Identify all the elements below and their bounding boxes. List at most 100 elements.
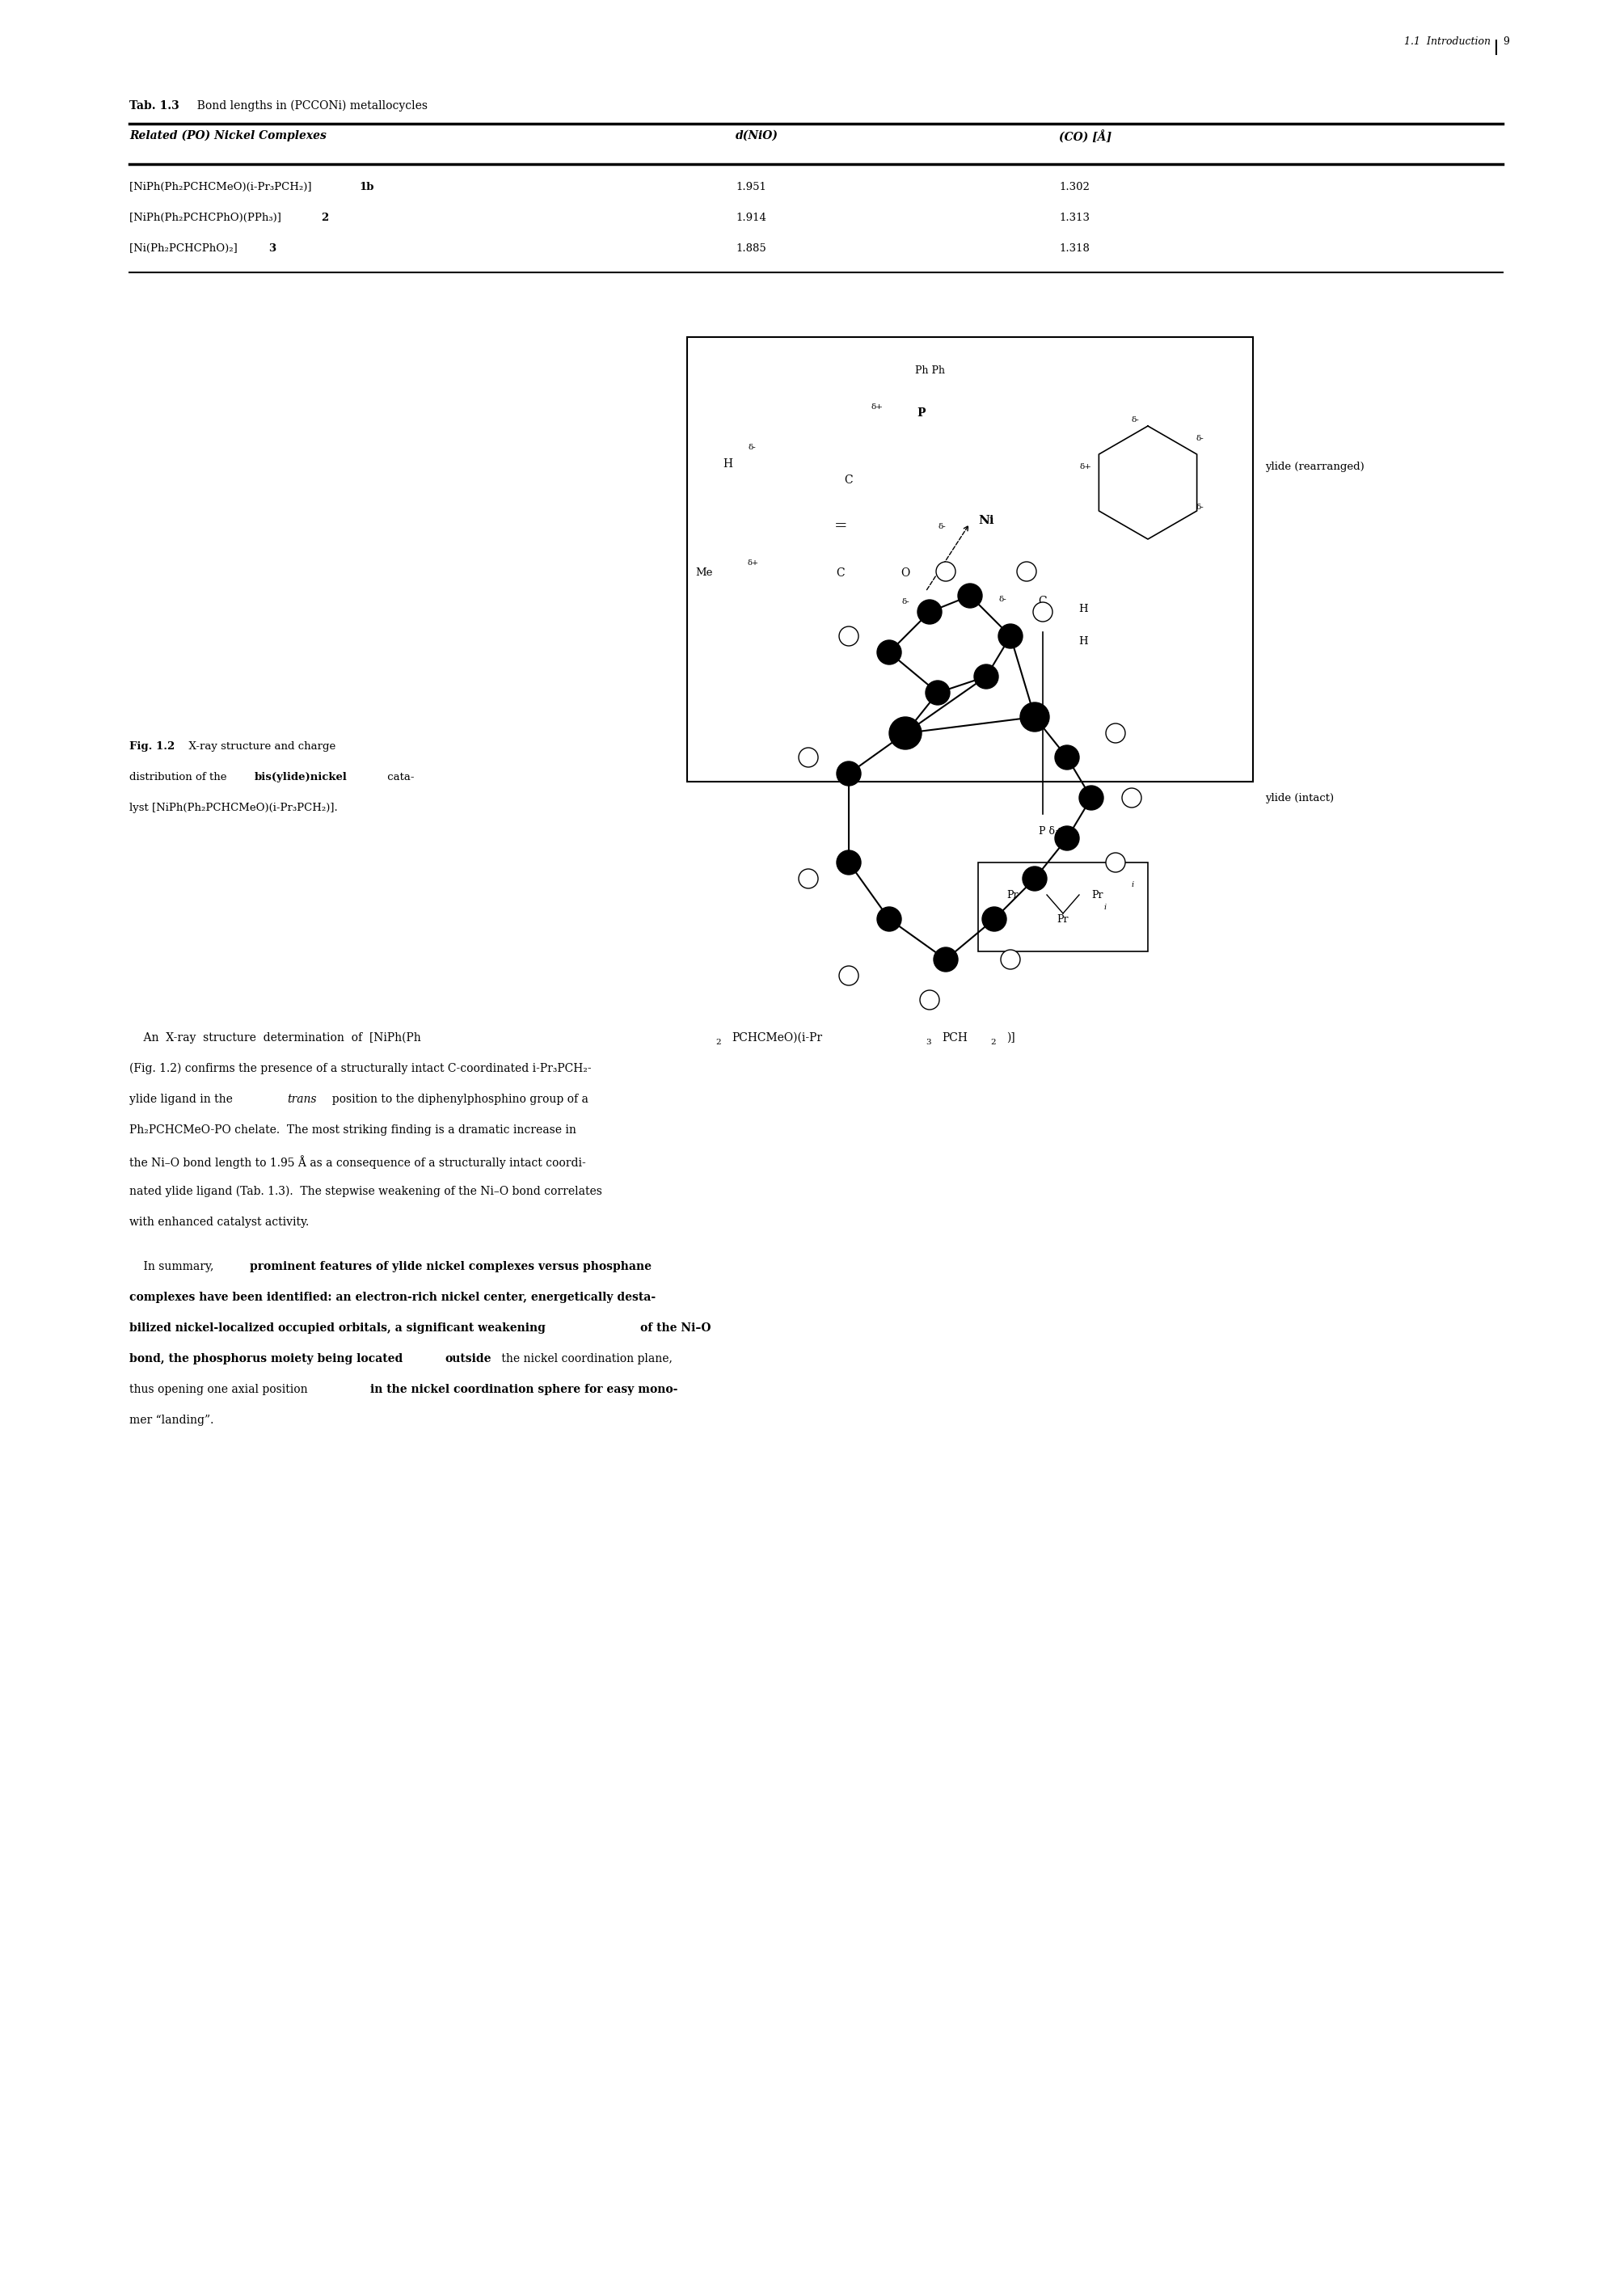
Text: the nickel coordination plane,: the nickel coordination plane, bbox=[497, 1353, 672, 1365]
Text: )]: )] bbox=[1007, 1033, 1015, 1044]
Bar bbox=[978, 863, 1148, 950]
Text: cata-: cata- bbox=[383, 772, 414, 783]
Text: =: = bbox=[835, 520, 848, 534]
Circle shape bbox=[974, 664, 999, 689]
Text: 1b: 1b bbox=[359, 181, 374, 192]
Text: δ-: δ- bbox=[1197, 504, 1205, 511]
Text: thus opening one axial position: thus opening one axial position bbox=[130, 1383, 312, 1395]
Text: H: H bbox=[1078, 637, 1088, 646]
Text: (Fig. 1.2) confirms the presence of a structurally intact C-coordinated i-Pr₃PCH: (Fig. 1.2) confirms the presence of a st… bbox=[130, 1063, 591, 1074]
Text: i: i bbox=[1132, 882, 1134, 889]
Text: nated ylide ligand (Tab. 1.3).  The stepwise weakening of the Ni–O bond correlat: nated ylide ligand (Tab. 1.3). The stepw… bbox=[130, 1186, 603, 1198]
Circle shape bbox=[926, 680, 950, 705]
Circle shape bbox=[935, 561, 955, 582]
Circle shape bbox=[999, 625, 1023, 648]
Text: C: C bbox=[836, 568, 844, 579]
Text: in the nickel coordination sphere for easy mono-: in the nickel coordination sphere for ea… bbox=[370, 1383, 677, 1395]
Circle shape bbox=[890, 717, 921, 749]
Circle shape bbox=[1106, 852, 1125, 872]
Text: C: C bbox=[1038, 595, 1047, 607]
Text: Ph₂PCHCMeO-PO chelate.  The most striking finding is a dramatic increase in: Ph₂PCHCMeO-PO chelate. The most striking… bbox=[130, 1124, 577, 1136]
Text: bilized nickel-localized occupied orbitals, a significant weakening: bilized nickel-localized occupied orbita… bbox=[130, 1321, 549, 1333]
Circle shape bbox=[1056, 744, 1080, 769]
Text: bond, the phosphorus moiety being located: bond, the phosphorus moiety being locate… bbox=[130, 1353, 406, 1365]
Circle shape bbox=[1000, 950, 1020, 969]
Circle shape bbox=[836, 763, 861, 785]
Text: ylide ligand in the: ylide ligand in the bbox=[130, 1095, 240, 1106]
Text: PCH: PCH bbox=[942, 1033, 968, 1044]
Text: position to the diphenylphosphino group of a: position to the diphenylphosphino group … bbox=[325, 1095, 588, 1106]
Text: d(NiO): d(NiO) bbox=[736, 131, 778, 142]
Text: 3: 3 bbox=[268, 243, 276, 254]
Text: 1.951: 1.951 bbox=[736, 181, 767, 192]
Text: (CO) [Å]: (CO) [Å] bbox=[1059, 131, 1112, 144]
Circle shape bbox=[799, 749, 818, 767]
Text: 2: 2 bbox=[716, 1040, 721, 1047]
Circle shape bbox=[934, 948, 958, 971]
Text: 3: 3 bbox=[926, 1040, 931, 1047]
Text: prominent features of ylide nickel complexes versus phosphane: prominent features of ylide nickel compl… bbox=[250, 1262, 651, 1273]
Circle shape bbox=[958, 584, 983, 607]
Text: 1.313: 1.313 bbox=[1059, 213, 1090, 222]
Text: 1.302: 1.302 bbox=[1059, 181, 1090, 192]
Text: Related (PO) Nickel Complexes: Related (PO) Nickel Complexes bbox=[130, 131, 326, 142]
Text: δ-: δ- bbox=[901, 598, 909, 605]
Text: Ph Ph: Ph Ph bbox=[914, 366, 945, 376]
Text: δ-: δ- bbox=[937, 522, 945, 531]
Text: with enhanced catalyst activity.: with enhanced catalyst activity. bbox=[130, 1216, 309, 1227]
Circle shape bbox=[1033, 602, 1052, 621]
Text: δ+: δ+ bbox=[1080, 463, 1091, 469]
Text: Tab. 1.3: Tab. 1.3 bbox=[130, 101, 179, 112]
Text: δ+: δ+ bbox=[747, 559, 758, 566]
Text: P: P bbox=[918, 408, 926, 419]
Circle shape bbox=[877, 907, 901, 932]
Text: δ-: δ- bbox=[747, 444, 755, 451]
Text: In summary,: In summary, bbox=[130, 1262, 218, 1273]
Bar bbox=[687, 337, 1254, 781]
Circle shape bbox=[918, 600, 942, 625]
Text: lyst [NiPh(Ph₂PCHCMeO)(i-Pr₃PCH₂)].: lyst [NiPh(Ph₂PCHCMeO)(i-Pr₃PCH₂)]. bbox=[130, 804, 338, 813]
Text: mer “landing”.: mer “landing”. bbox=[130, 1415, 214, 1427]
Text: δ-: δ- bbox=[1197, 435, 1205, 442]
Text: δ-: δ- bbox=[999, 595, 1007, 602]
Circle shape bbox=[877, 641, 901, 664]
Text: 1.914: 1.914 bbox=[736, 213, 767, 222]
Text: Fig. 1.2: Fig. 1.2 bbox=[130, 742, 175, 751]
Circle shape bbox=[1080, 785, 1103, 811]
Text: 1.1  Introduction: 1.1 Introduction bbox=[1405, 37, 1491, 46]
Text: [NiPh(Ph₂PCHCPhO)(PPh₃)]: [NiPh(Ph₂PCHCPhO)(PPh₃)] bbox=[130, 213, 284, 222]
Text: Pr: Pr bbox=[1057, 914, 1069, 925]
Text: complexes have been identified: an electron-rich nickel center, energetically de: complexes have been identified: an elect… bbox=[130, 1292, 656, 1303]
Text: δ-: δ- bbox=[1132, 417, 1140, 424]
Text: O: O bbox=[901, 568, 909, 579]
Text: Pr: Pr bbox=[1091, 889, 1103, 900]
Text: δ+: δ+ bbox=[870, 403, 883, 410]
Text: 1.318: 1.318 bbox=[1059, 243, 1090, 254]
Circle shape bbox=[840, 627, 859, 646]
Text: 9: 9 bbox=[1502, 37, 1509, 46]
Text: PCHCMeO)(i-Pr: PCHCMeO)(i-Pr bbox=[731, 1033, 822, 1044]
Text: i: i bbox=[1034, 882, 1038, 889]
Circle shape bbox=[1122, 788, 1142, 808]
Circle shape bbox=[1017, 561, 1036, 582]
Text: X-ray structure and charge: X-ray structure and charge bbox=[182, 742, 336, 751]
Text: Me: Me bbox=[695, 568, 713, 577]
Circle shape bbox=[1023, 866, 1047, 891]
Text: An  X-ray  structure  determination  of  [NiPh(Ph: An X-ray structure determination of [NiP… bbox=[130, 1033, 421, 1044]
Circle shape bbox=[1020, 703, 1049, 731]
Text: 1.885: 1.885 bbox=[736, 243, 767, 254]
Text: Pr: Pr bbox=[1007, 889, 1018, 900]
Text: P δ+: P δ+ bbox=[1038, 827, 1064, 836]
Text: distribution of the: distribution of the bbox=[130, 772, 231, 783]
Text: Bond lengths in (PCCONi) metallocycles: Bond lengths in (PCCONi) metallocycles bbox=[190, 101, 427, 112]
Text: 2: 2 bbox=[322, 213, 328, 222]
Circle shape bbox=[983, 907, 1007, 932]
Circle shape bbox=[1056, 827, 1080, 850]
Text: i: i bbox=[1103, 902, 1106, 911]
Text: H: H bbox=[723, 458, 732, 469]
Text: trans: trans bbox=[287, 1095, 317, 1106]
Text: ylide (rearranged): ylide (rearranged) bbox=[1265, 460, 1364, 472]
Text: the Ni–O bond length to 1.95 Å as a consequence of a structurally intact coordi-: the Ni–O bond length to 1.95 Å as a cons… bbox=[130, 1154, 586, 1168]
Circle shape bbox=[1106, 724, 1125, 742]
Circle shape bbox=[919, 989, 939, 1010]
